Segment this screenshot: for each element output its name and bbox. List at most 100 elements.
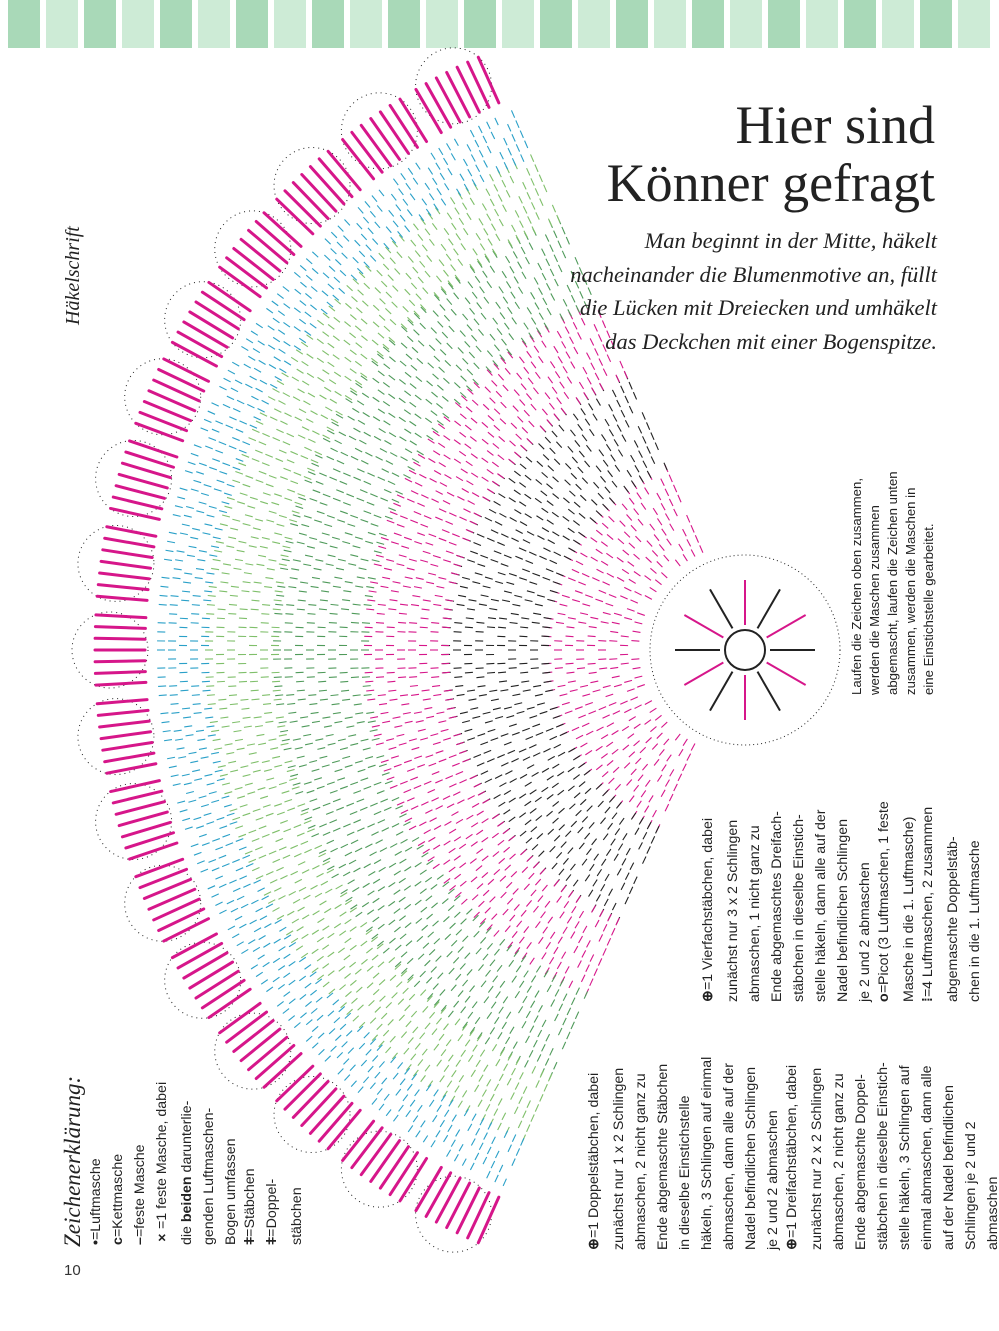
stitch-mark — [487, 431, 495, 438]
stitch-mark — [314, 450, 323, 456]
stitch-mark — [367, 764, 376, 769]
stitch-mark — [381, 468, 390, 473]
stitch-mark — [498, 680, 508, 683]
stitch-mark — [342, 871, 351, 877]
stitch-mark — [521, 271, 527, 280]
stitch-mark — [578, 714, 586, 719]
stitch-mark — [452, 533, 460, 538]
stitch-mark — [401, 545, 410, 549]
stitch-mark — [272, 680, 281, 683]
stitch-mark — [505, 281, 512, 289]
stitch-mark — [211, 402, 219, 407]
stitch-mark — [551, 204, 557, 213]
stitch-mark — [294, 501, 303, 506]
stitch-mark — [485, 366, 492, 373]
stitch-mark — [486, 369, 493, 376]
legend-line: ⊕=1 Vierfachstäbchen, dabei — [700, 770, 722, 1002]
stitch-mark — [450, 1095, 456, 1103]
stitch-mark — [446, 298, 453, 306]
stitch-mark — [278, 514, 287, 519]
stitch-mark — [502, 828, 510, 835]
stitch-mark — [422, 942, 430, 949]
stitch-mark — [336, 489, 344, 494]
stitch-mark — [339, 984, 347, 991]
stitch-mark — [556, 214, 561, 223]
stitch-mark — [377, 694, 386, 697]
stitch-mark — [569, 803, 576, 810]
stitch-mark — [439, 304, 446, 311]
stitch-mark — [360, 518, 369, 523]
stitch-mark — [441, 331, 449, 339]
stitch-mark — [673, 783, 678, 792]
stitch-mark — [470, 707, 479, 710]
stitch-mark — [360, 335, 368, 342]
stitch-mark — [473, 541, 482, 546]
stitch-mark — [311, 967, 319, 973]
scallop-stitch — [142, 877, 193, 900]
stitch-mark — [444, 360, 452, 367]
stitch-mark — [539, 1094, 544, 1102]
stitch-mark — [292, 396, 301, 402]
stitch-mark — [459, 391, 467, 399]
stitch-mark — [412, 177, 419, 185]
scallop-stitch — [445, 70, 472, 119]
stitch-mark — [481, 203, 487, 211]
stitch-mark — [616, 424, 622, 432]
stitch-mark — [554, 667, 563, 670]
stitch-mark — [227, 925, 236, 931]
stitch-mark — [297, 803, 306, 807]
stitch-mark — [327, 1010, 335, 1017]
stitch-mark — [466, 608, 476, 611]
stitch-mark — [453, 138, 459, 147]
stitch-mark — [433, 998, 441, 1006]
stitch-mark — [549, 268, 555, 277]
stitch-mark — [255, 420, 264, 425]
stitch-mark — [190, 760, 199, 764]
stitch-mark — [566, 284, 572, 293]
stitch-mark — [343, 590, 352, 593]
stitch-mark — [273, 599, 282, 602]
stitch-mark — [628, 405, 634, 414]
stitch-mark — [541, 635, 550, 638]
stitch-mark — [614, 783, 622, 791]
stitch-mark — [633, 784, 640, 792]
stitch-mark — [301, 869, 310, 874]
stitch-mark — [245, 475, 254, 479]
stitch-mark — [255, 875, 264, 880]
stitch-mark — [182, 817, 191, 822]
stitch-mark — [649, 523, 656, 531]
stitch-mark — [547, 218, 553, 227]
stitch-mark — [238, 617, 248, 620]
stitch-mark — [480, 741, 489, 746]
stitch-mark — [513, 1106, 519, 1115]
stripe — [502, 0, 534, 48]
stitch-mark — [508, 572, 517, 577]
scallop-arc — [124, 864, 202, 942]
stitch-mark — [190, 536, 199, 540]
scallop-stitch — [455, 1186, 481, 1235]
stitch-mark — [432, 177, 438, 186]
scallop-stitch — [157, 367, 206, 393]
legend-text: stäbchen in dieselbe Einstich- — [875, 1062, 891, 1250]
stitch-mark — [491, 1136, 496, 1145]
stitch-mark — [385, 291, 393, 299]
stitch-mark — [391, 992, 398, 999]
stitch-mark — [476, 848, 484, 855]
stitch-mark — [255, 518, 264, 522]
stitch-mark — [274, 532, 283, 536]
stitch-mark — [595, 465, 602, 473]
stitch-mark — [631, 658, 640, 661]
stitch-mark — [518, 936, 525, 944]
stitch-mark — [462, 202, 468, 210]
stitch-mark — [380, 537, 389, 541]
stitch-mark — [361, 300, 369, 307]
stitch-mark — [560, 407, 567, 415]
stitch-mark — [565, 236, 570, 245]
scallop-stitch — [93, 625, 147, 630]
stitch-mark — [169, 613, 178, 615]
stitch-mark — [327, 742, 336, 746]
stitch-mark — [557, 1027, 563, 1036]
stitch-mark — [425, 1084, 432, 1092]
stitch-mark — [367, 531, 376, 536]
stitch-mark — [377, 923, 385, 930]
